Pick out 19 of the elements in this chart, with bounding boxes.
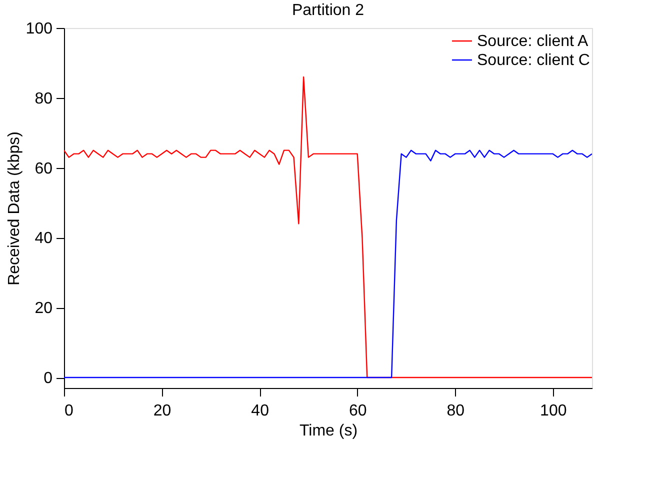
chart-title: Partition 2	[292, 2, 364, 19]
x-tick-label: 60	[348, 402, 367, 420]
y-axis-title: Received Data (kbps)	[6, 132, 23, 286]
x-tick-label: 100	[540, 402, 567, 420]
y-tick-label: 0	[44, 370, 53, 388]
x-axis-title: Time (s)	[299, 422, 358, 440]
legend-label: Source: client A	[477, 33, 588, 50]
x-tick-label: 40	[251, 402, 270, 420]
y-tick-label: 80	[34, 90, 53, 108]
line-series	[64, 150, 592, 378]
legend-label: Source: client C	[477, 52, 590, 69]
x-tick-label: 20	[153, 402, 172, 420]
x-tick-label: 0	[64, 402, 74, 420]
y-tick-label: 20	[34, 300, 53, 318]
x-tick-label: 80	[446, 402, 465, 420]
y-tick-label: 40	[34, 230, 53, 248]
y-tick-label: 100	[26, 20, 53, 38]
line-series	[64, 76, 592, 378]
y-tick-label: 60	[34, 160, 53, 178]
